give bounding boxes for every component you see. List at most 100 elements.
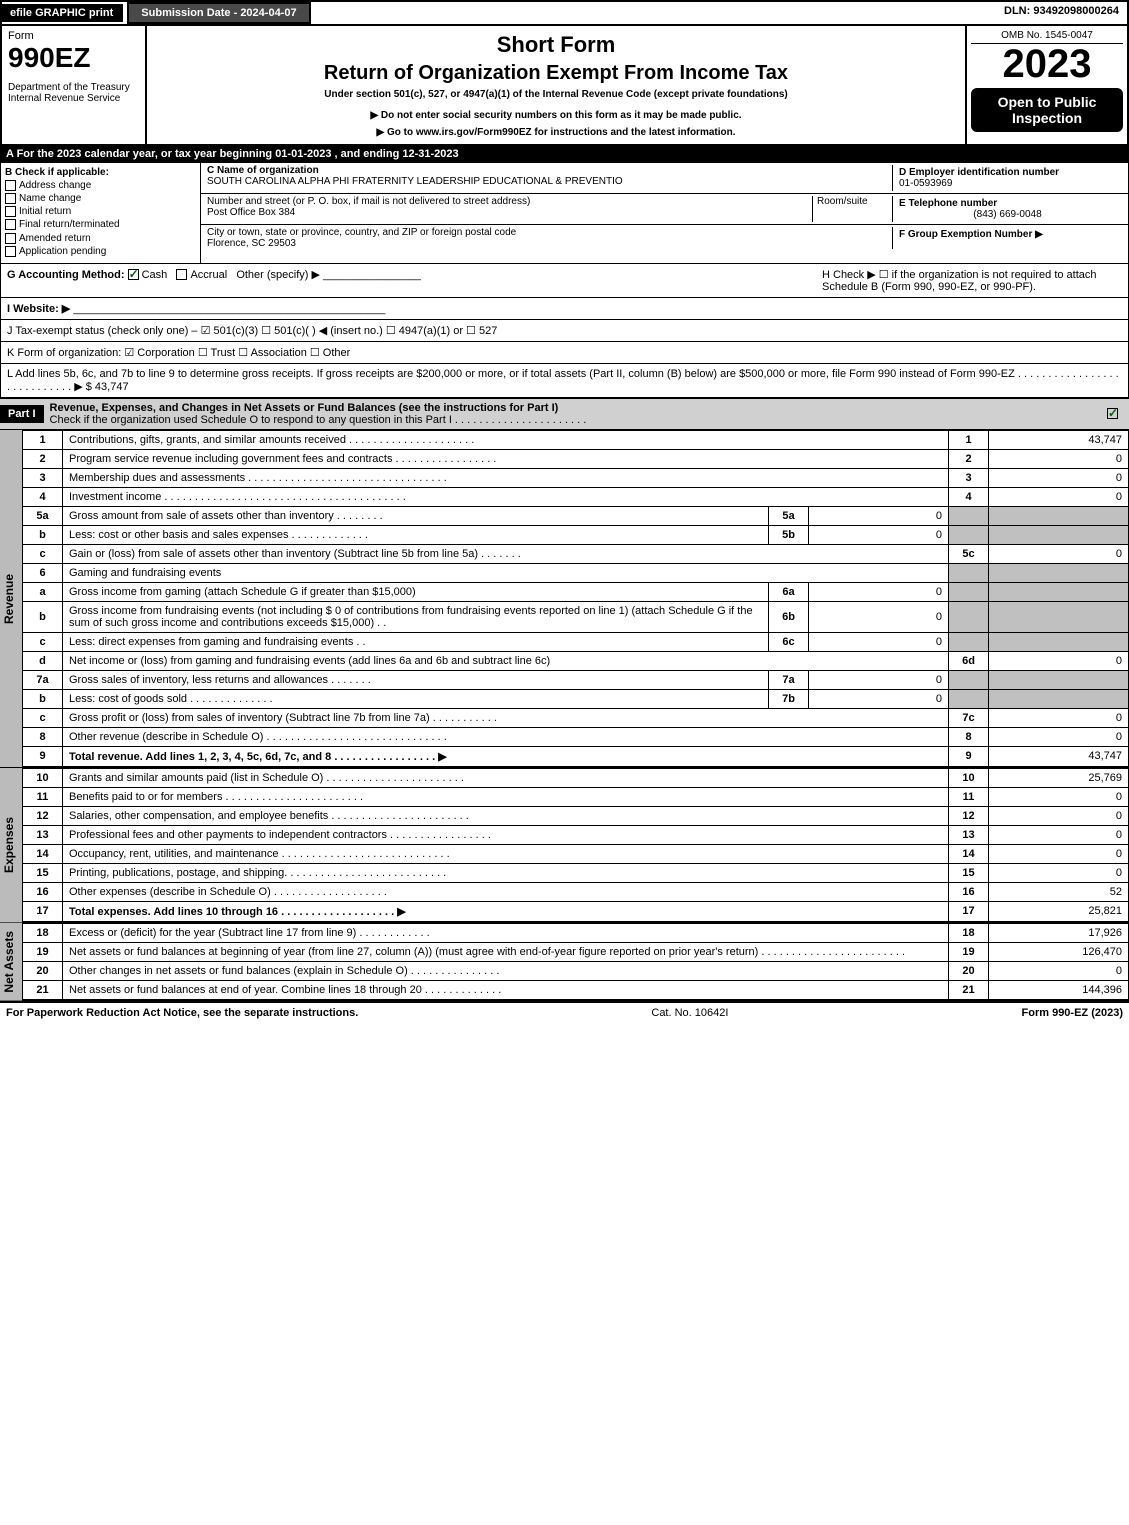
org-name-row: C Name of organization SOUTH CAROLINA AL… bbox=[201, 163, 1128, 194]
section-k: K Form of organization: ☑ Corporation ☐ … bbox=[0, 342, 1129, 364]
section-b: B Check if applicable: Address change Na… bbox=[1, 163, 201, 263]
line-3: 3Membership dues and assessments . . . .… bbox=[23, 468, 1129, 487]
section-f: F Group Exemption Number ▶ bbox=[892, 227, 1122, 249]
line-14: 14Occupancy, rent, utilities, and mainte… bbox=[23, 844, 1129, 863]
form-number: 990EZ bbox=[8, 42, 139, 74]
expenses-table: 10Grants and similar amounts paid (list … bbox=[22, 768, 1129, 922]
line-7a: 7aGross sales of inventory, less returns… bbox=[23, 670, 1129, 689]
line-16: 16Other expenses (describe in Schedule O… bbox=[23, 882, 1129, 901]
line-5c: cGain or (loss) from sale of assets othe… bbox=[23, 544, 1129, 563]
line-7c: cGross profit or (loss) from sales of in… bbox=[23, 708, 1129, 727]
part-1-header: Part I Revenue, Expenses, and Changes in… bbox=[0, 398, 1129, 430]
form-footer-label: Form 990-EZ (2023) bbox=[1022, 1007, 1123, 1019]
line-9: 9Total revenue. Add lines 1, 2, 3, 4, 5c… bbox=[23, 746, 1129, 766]
line-20: 20Other changes in net assets or fund ba… bbox=[23, 961, 1129, 980]
line-13: 13Professional fees and other payments t… bbox=[23, 825, 1129, 844]
form-header: Form 990EZ Department of the Treasury In… bbox=[0, 26, 1129, 146]
line-6: 6Gaming and fundraising events bbox=[23, 563, 1129, 582]
netassets-block: Net Assets 18Excess or (deficit) for the… bbox=[0, 923, 1129, 1002]
line-21: 21Net assets or fund balances at end of … bbox=[23, 980, 1129, 999]
line-11: 11Benefits paid to or for members . . . … bbox=[23, 787, 1129, 806]
check-final-return[interactable]: Final return/terminated bbox=[5, 219, 196, 230]
section-c-block: C Name of organization SOUTH CAROLINA AL… bbox=[201, 163, 1128, 263]
phone-value: (843) 669-0048 bbox=[899, 209, 1116, 220]
line-6a: aGross income from gaming (attach Schedu… bbox=[23, 582, 1129, 601]
top-bar-left: efile GRAPHIC print Submission Date - 20… bbox=[2, 2, 311, 24]
group-exemption-label: F Group Exemption Number ▶ bbox=[899, 229, 1116, 240]
expenses-block: Expenses 10Grants and similar amounts pa… bbox=[0, 768, 1129, 923]
header-left: Form 990EZ Department of the Treasury In… bbox=[2, 26, 147, 144]
line-18: 18Excess or (deficit) for the year (Subt… bbox=[23, 923, 1129, 942]
goto-link[interactable]: ▶ Go to www.irs.gov/Form990EZ for instru… bbox=[153, 127, 959, 138]
open-public-badge: Open to Public Inspection bbox=[971, 88, 1123, 132]
check-accrual[interactable] bbox=[176, 269, 187, 280]
room-suite-label: Room/suite bbox=[812, 196, 892, 222]
revenue-table: 1Contributions, gifts, grants, and simil… bbox=[22, 430, 1129, 767]
line-2: 2Program service revenue including gover… bbox=[23, 449, 1129, 468]
part-1-title: Revenue, Expenses, and Changes in Net As… bbox=[44, 399, 593, 429]
schedule-o-check[interactable] bbox=[1107, 408, 1121, 420]
check-address-change[interactable]: Address change bbox=[5, 180, 196, 191]
line-6c: cLess: direct expenses from gaming and f… bbox=[23, 632, 1129, 651]
website-label: I Website: ▶ bbox=[7, 303, 70, 315]
line-6b: bGross income from fundraising events (n… bbox=[23, 601, 1129, 632]
line-5b: bLess: cost or other basis and sales exp… bbox=[23, 525, 1129, 544]
info-block: B Check if applicable: Address change Na… bbox=[0, 162, 1129, 264]
street-row: Number and street (or P. O. box, if mail… bbox=[201, 194, 1128, 225]
line-15: 15Printing, publications, postage, and s… bbox=[23, 863, 1129, 882]
form-word: Form bbox=[8, 30, 139, 42]
city-value: Florence, SC 29503 bbox=[207, 238, 892, 249]
street-label: Number and street (or P. O. box, if mail… bbox=[207, 196, 812, 207]
submission-date-button[interactable]: Submission Date - 2024-04-07 bbox=[127, 2, 310, 24]
line-7b: bLess: cost of goods sold . . . . . . . … bbox=[23, 689, 1129, 708]
revenue-block: Revenue 1Contributions, gifts, grants, a… bbox=[0, 430, 1129, 768]
cat-no: Cat. No. 10642I bbox=[651, 1007, 728, 1019]
return-title: Return of Organization Exempt From Incom… bbox=[153, 62, 959, 85]
part-1-badge: Part I bbox=[0, 405, 44, 423]
dept-label: Department of the Treasury Internal Reve… bbox=[8, 82, 139, 104]
expenses-vertical-label: Expenses bbox=[0, 768, 22, 922]
section-g: G Accounting Method: Cash Accrual Other … bbox=[7, 268, 421, 293]
check-name-change[interactable]: Name change bbox=[5, 193, 196, 204]
line-4: 4Investment income . . . . . . . . . . .… bbox=[23, 487, 1129, 506]
ein-value: 01-0593969 bbox=[899, 178, 1116, 189]
section-d: D Employer identification number 01-0593… bbox=[892, 165, 1122, 191]
line-10: 10Grants and similar amounts paid (list … bbox=[23, 768, 1129, 787]
line-8: 8Other revenue (describe in Schedule O) … bbox=[23, 727, 1129, 746]
ssn-warning: ▶ Do not enter social security numbers o… bbox=[153, 110, 959, 121]
section-g-h: G Accounting Method: Cash Accrual Other … bbox=[0, 264, 1129, 298]
street-value: Post Office Box 384 bbox=[207, 207, 812, 218]
line-6d: dNet income or (loss) from gaming and fu… bbox=[23, 651, 1129, 670]
paperwork-notice: For Paperwork Reduction Act Notice, see … bbox=[6, 1007, 358, 1019]
line-19: 19Net assets or fund balances at beginni… bbox=[23, 942, 1129, 961]
revenue-vertical-label: Revenue bbox=[0, 430, 22, 767]
city-label: City or town, state or province, country… bbox=[207, 227, 892, 238]
efile-print-button[interactable]: efile GRAPHIC print bbox=[2, 4, 123, 22]
header-right: OMB No. 1545-0047 2023 Open to Public In… bbox=[967, 26, 1127, 144]
accounting-method-label: G Accounting Method: bbox=[7, 269, 125, 281]
short-form-title: Short Form bbox=[153, 32, 959, 58]
line-12: 12Salaries, other compensation, and empl… bbox=[23, 806, 1129, 825]
dln-label: DLN: 93492098000264 bbox=[996, 2, 1127, 24]
footer: For Paperwork Reduction Act Notice, see … bbox=[0, 1001, 1129, 1023]
header-center: Short Form Return of Organization Exempt… bbox=[147, 26, 967, 144]
netassets-table: 18Excess or (deficit) for the year (Subt… bbox=[22, 923, 1129, 1000]
other-specify: Other (specify) ▶ bbox=[236, 269, 320, 281]
section-h: H Check ▶ ☐ if the organization is not r… bbox=[822, 268, 1122, 293]
check-initial-return[interactable]: Initial return bbox=[5, 206, 196, 217]
section-e: E Telephone number (843) 669-0048 bbox=[892, 196, 1122, 222]
top-bar: efile GRAPHIC print Submission Date - 20… bbox=[0, 0, 1129, 26]
line-1: 1Contributions, gifts, grants, and simil… bbox=[23, 430, 1129, 449]
phone-label: E Telephone number bbox=[899, 198, 1116, 209]
check-amended-return[interactable]: Amended return bbox=[5, 233, 196, 244]
part-1-check-text: Check if the organization used Schedule … bbox=[50, 414, 587, 426]
check-application-pending[interactable]: Application pending bbox=[5, 246, 196, 257]
org-name: SOUTH CAROLINA ALPHA PHI FRATERNITY LEAD… bbox=[207, 176, 892, 187]
ein-label: D Employer identification number bbox=[899, 167, 1116, 178]
subtitle: Under section 501(c), 527, or 4947(a)(1)… bbox=[153, 89, 959, 100]
section-j: J Tax-exempt status (check only one) – ☑… bbox=[0, 320, 1129, 342]
check-cash[interactable] bbox=[128, 269, 139, 280]
section-a: A For the 2023 calendar year, or tax yea… bbox=[0, 146, 1129, 162]
line-5a: 5aGross amount from sale of assets other… bbox=[23, 506, 1129, 525]
section-l: L Add lines 5b, 6c, and 7b to line 9 to … bbox=[0, 364, 1129, 398]
